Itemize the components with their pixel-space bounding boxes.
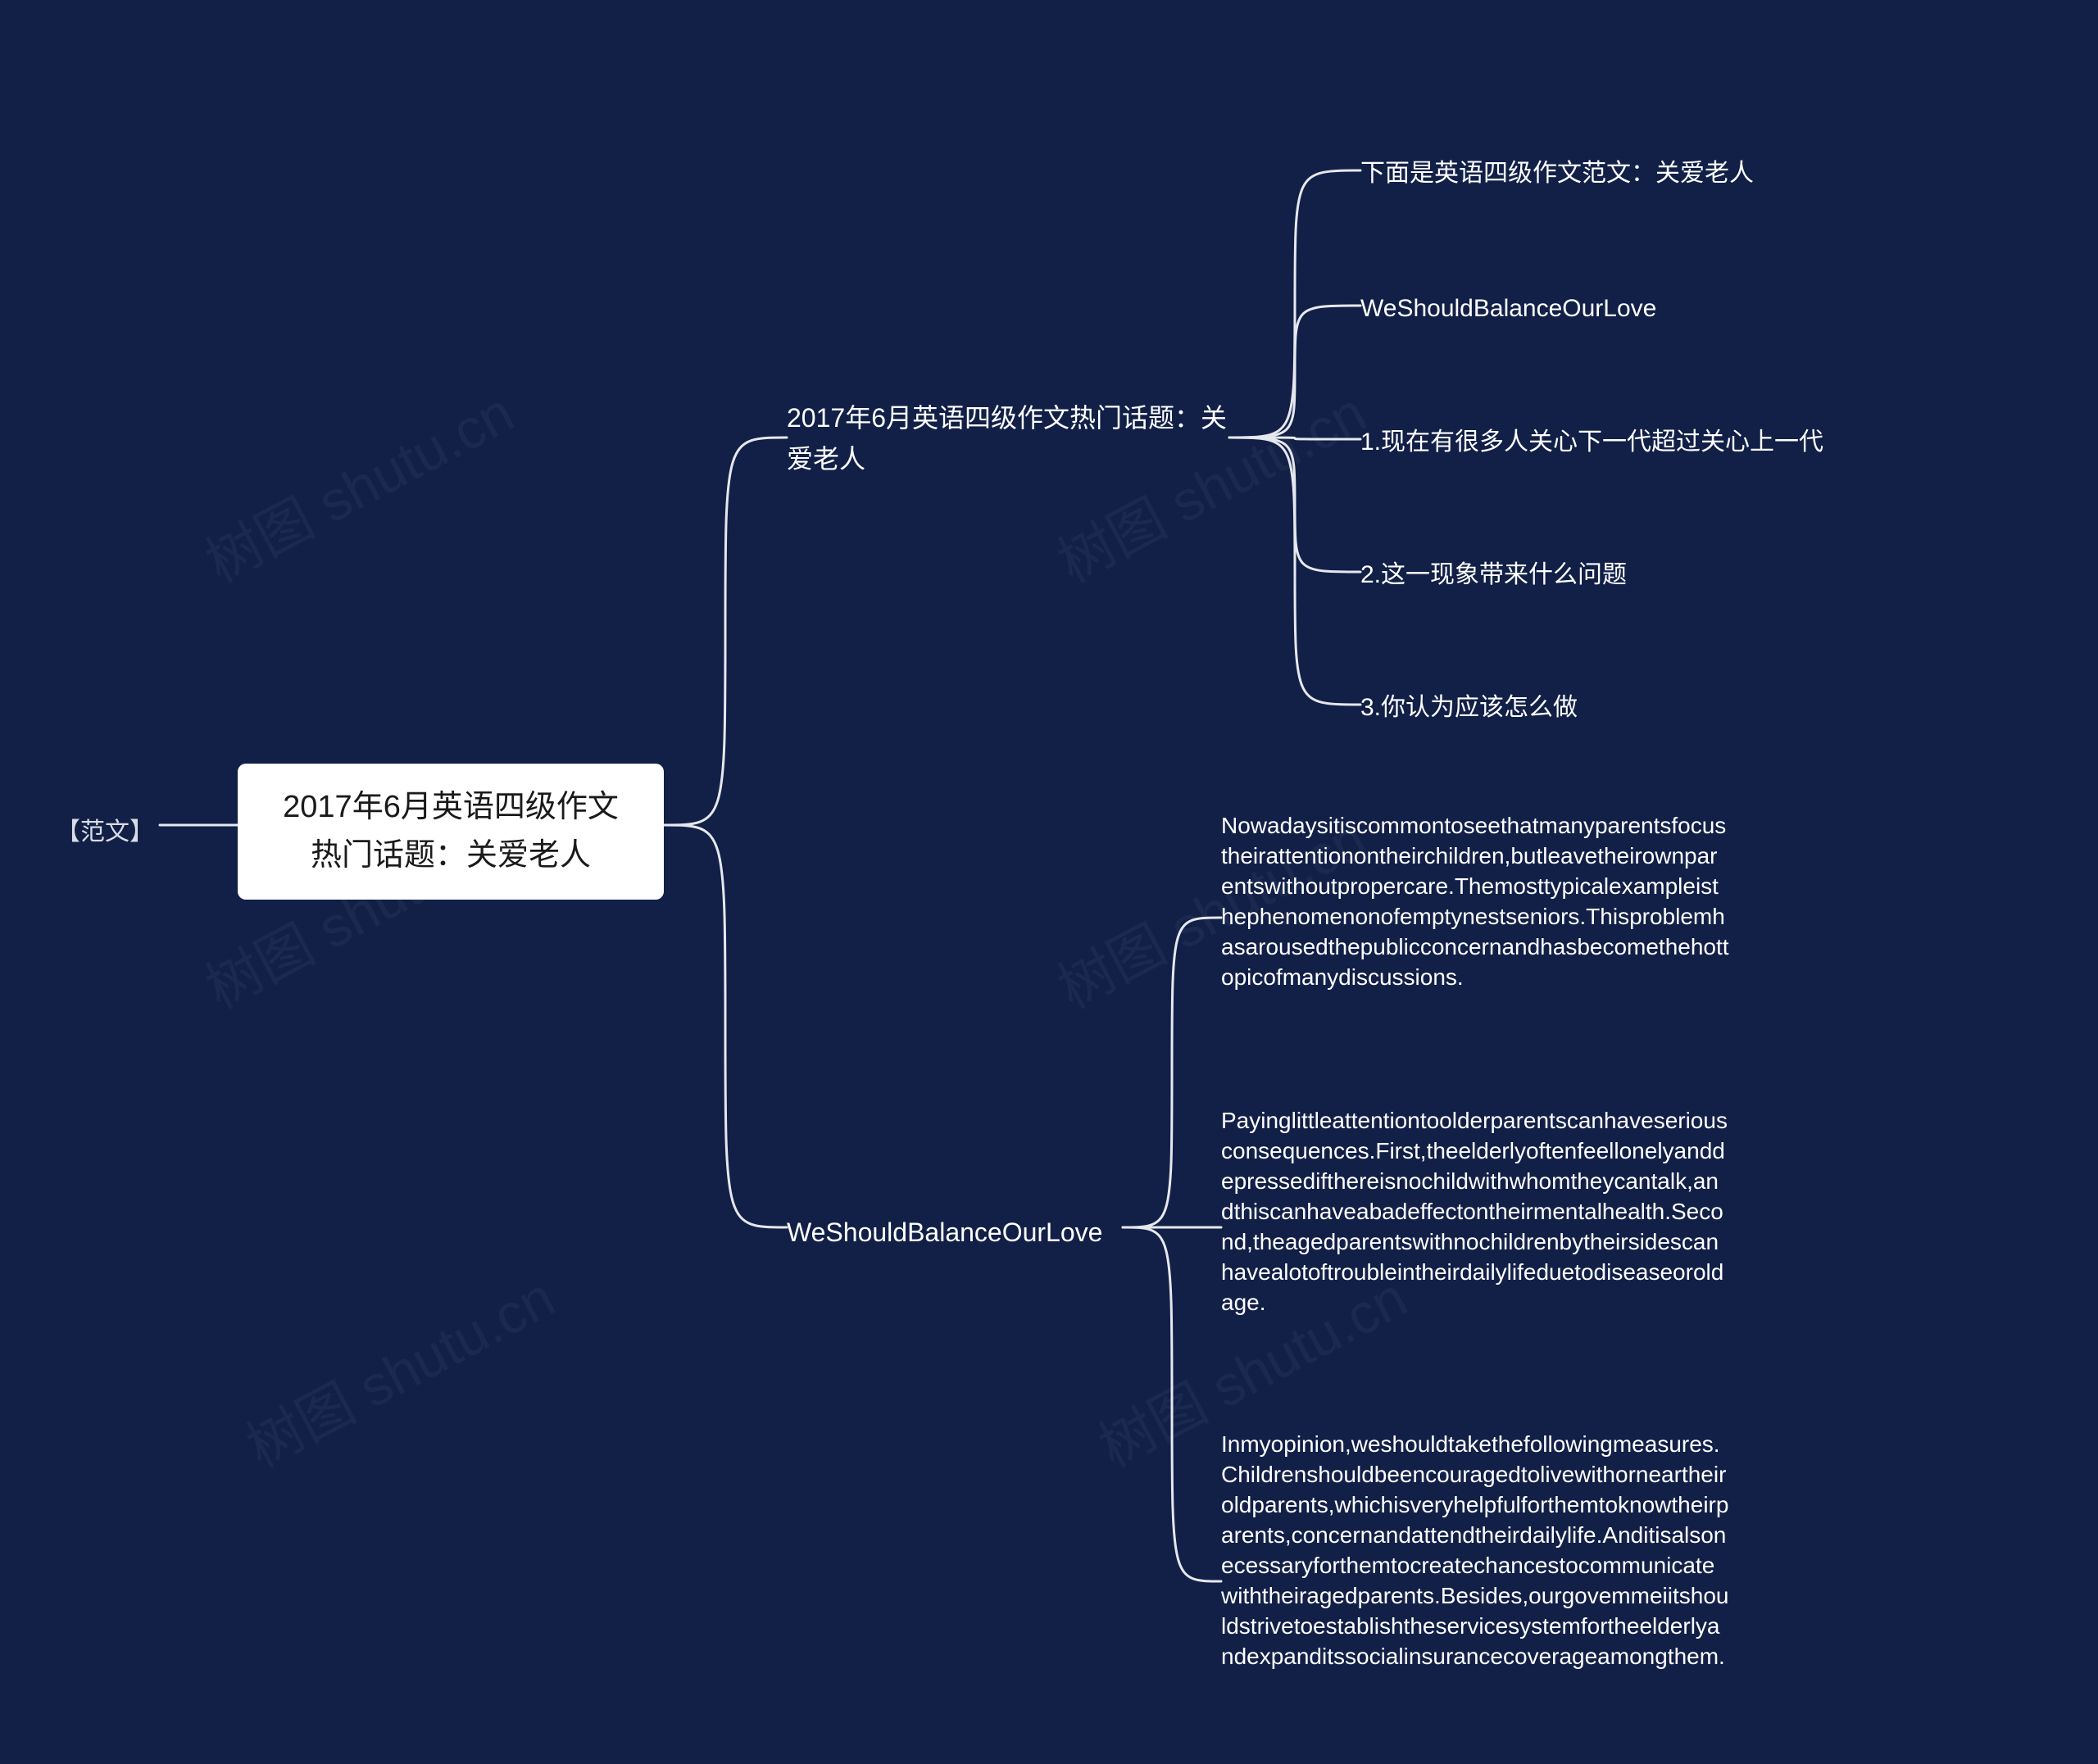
paragraph-1: Nowadaysitiscommontoseethatmanyparentsfo… xyxy=(1221,811,1729,993)
watermark: 树图 shutu.cn xyxy=(230,1253,566,1483)
leaf-point-3: 3.你认为应该怎么做 xyxy=(1360,690,1578,726)
branch-topic: 2017年6月英语四级作文热门话题：关爱老人 xyxy=(787,398,1229,479)
leaf-title-en: WeShouldBalanceOurLove xyxy=(1360,291,1656,327)
leaf-intro: 下面是英语四级作文范文：关爱老人 xyxy=(1360,156,1754,192)
paragraph-2: Payinglittleattentiontoolderparentscanha… xyxy=(1221,1106,1729,1318)
root-node: 2017年6月英语四级作文热门话题：关爱老人 xyxy=(238,764,664,900)
leaf-point-2: 2.这一现象带来什么问题 xyxy=(1360,557,1627,593)
paragraph-3: Inmyopinion,weshouldtakethefollowingmeas… xyxy=(1221,1430,1729,1672)
mindmap-canvas: 【范文】 2017年6月英语四级作文热门话题：关爱老人 2017年6月英语四级作… xyxy=(0,0,2098,1764)
tag-label: 【范文】 xyxy=(56,811,154,847)
leaf-point-1: 1.现在有很多人关心下一代超过关心上一代 xyxy=(1360,424,1823,460)
branch-essay-title: WeShouldBalanceOurLove xyxy=(787,1213,1102,1254)
watermark: 树图 shutu.cn xyxy=(189,368,525,598)
